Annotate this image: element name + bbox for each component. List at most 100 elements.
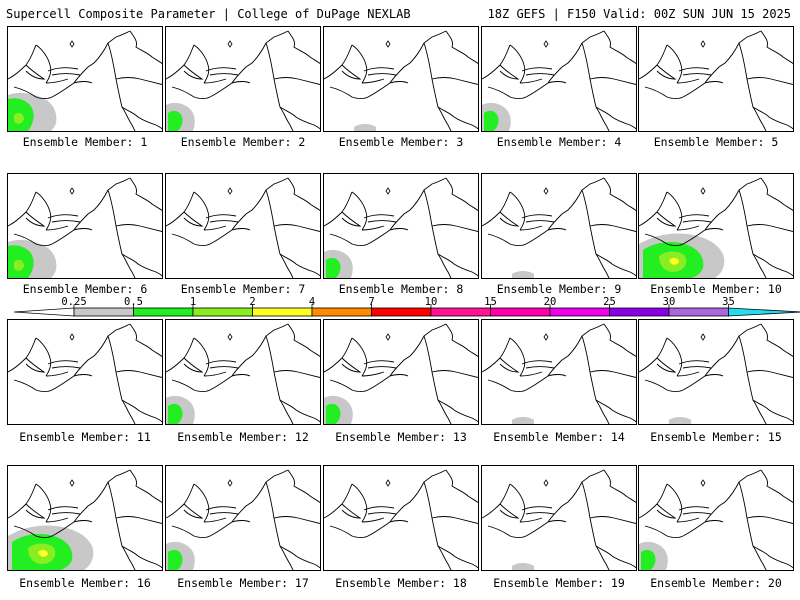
map-border-line	[431, 516, 478, 524]
color-scale-bar	[13, 304, 800, 317]
map-border-line	[231, 177, 289, 231]
scp-shaded-area	[669, 417, 691, 424]
colorbar-tick-label: 4	[308, 296, 316, 308]
valid-time-title: 18Z GEFS | F150 Valid: 00Z SUN JUN 15 20…	[487, 7, 791, 21]
map-border-line	[265, 42, 297, 118]
ensemble-member-map	[165, 319, 321, 425]
colorbar-segment	[609, 307, 670, 317]
map-border-line	[519, 517, 567, 537]
map-border-line	[760, 323, 793, 357]
map-border-line	[324, 337, 362, 373]
scp-shaded-area	[14, 259, 24, 271]
ensemble-member-map	[638, 319, 794, 425]
colorbar-tick-label: 25	[603, 296, 616, 308]
ensemble-member-map	[7, 319, 163, 425]
scp-shaded-area	[168, 403, 183, 424]
colorbar-tick-label: 7	[368, 296, 375, 308]
map-border-line	[603, 469, 636, 503]
map-border-line	[389, 177, 447, 231]
scp-shaded-area	[641, 549, 656, 570]
diamond-marker-icon	[69, 479, 75, 487]
map-canvas	[166, 30, 320, 131]
map-border-line	[47, 506, 81, 515]
map-border-line	[644, 483, 684, 538]
map-border-line	[487, 191, 527, 246]
map-canvas	[8, 323, 162, 424]
map-border-line	[45, 225, 93, 245]
map-border-line	[676, 78, 724, 98]
map-border-line	[231, 469, 289, 523]
colorbar-segment	[371, 307, 432, 317]
ensemble-member-caption: Ensemble Member: 8	[338, 282, 464, 296]
ensemble-member-map	[638, 173, 794, 279]
map-border-line	[121, 253, 162, 278]
ensemble-member-caption: Ensemble Member: 11	[19, 430, 151, 444]
map-border-line	[47, 214, 81, 223]
map-border-line	[273, 224, 320, 232]
map-border-line	[639, 483, 677, 519]
scp-shaded-area	[512, 563, 534, 570]
map-border-line	[129, 323, 162, 357]
map-border-line	[329, 44, 369, 99]
map-border-line	[482, 191, 520, 227]
colorbar-segment	[490, 307, 551, 317]
map-border-line	[589, 224, 636, 232]
map-border-line	[581, 42, 613, 118]
map-border-line	[115, 77, 162, 85]
map-border-line	[581, 335, 613, 411]
ensemble-member-caption: Ensemble Member: 15	[650, 430, 782, 444]
map-border-line	[107, 42, 139, 118]
map-border-line	[13, 191, 53, 246]
ensemble-member-caption: Ensemble Member: 16	[19, 576, 151, 590]
map-border-line	[329, 483, 369, 538]
map-border-line	[279, 253, 320, 278]
map-canvas	[639, 30, 793, 131]
colorbar-segment	[252, 307, 313, 317]
map-border-line	[639, 44, 677, 80]
map-border-line	[324, 44, 362, 80]
map-border-line	[487, 483, 527, 538]
ensemble-member-map	[7, 465, 163, 571]
map-border-line	[437, 253, 478, 278]
diamond-marker-icon	[385, 187, 391, 195]
map-border-line	[121, 106, 162, 131]
ensemble-member-map	[638, 26, 794, 132]
map-border-line	[363, 67, 397, 76]
map-border-line	[738, 335, 770, 411]
map-canvas	[166, 177, 320, 278]
map-border-line	[203, 225, 251, 245]
map-border-line	[273, 77, 320, 85]
map-border-line	[115, 224, 162, 232]
map-border-line	[389, 323, 447, 377]
map-border-line	[73, 323, 131, 377]
map-border-line	[746, 370, 793, 378]
map-border-line	[595, 545, 636, 570]
map-border-line	[704, 323, 762, 377]
map-border-line	[8, 44, 46, 80]
ensemble-member-map	[481, 465, 637, 571]
map-border-line	[752, 106, 793, 131]
map-border-line	[746, 224, 793, 232]
map-border-line	[265, 335, 297, 411]
map-border-line	[445, 469, 478, 503]
map-title: Supercell Composite Parameter | College …	[6, 7, 411, 21]
map-border-line	[324, 483, 362, 519]
diamond-marker-icon	[385, 40, 391, 48]
diamond-marker-icon	[543, 40, 549, 48]
map-canvas	[639, 177, 793, 278]
diamond-marker-icon	[227, 479, 233, 487]
ensemble-member-map	[323, 26, 479, 132]
map-canvas	[482, 30, 636, 131]
map-border-line	[13, 44, 53, 99]
map-canvas	[8, 469, 162, 570]
ensemble-member-caption: Ensemble Member: 18	[335, 576, 467, 590]
colorbar-tick-label: 1	[189, 296, 197, 308]
map-border-line	[8, 483, 46, 519]
map-border-line	[547, 177, 605, 231]
map-border-line	[45, 371, 93, 391]
map-border-line	[437, 545, 478, 570]
scp-shaded-area	[354, 124, 376, 131]
map-border-line	[205, 214, 239, 223]
colorbar-tick-label: 0.25	[61, 296, 87, 308]
ensemble-member-caption: Ensemble Member: 4	[496, 135, 622, 149]
